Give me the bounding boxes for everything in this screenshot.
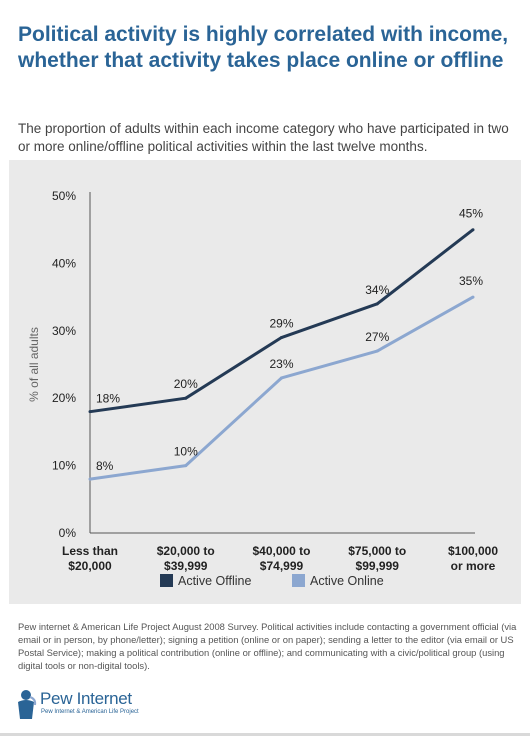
data-label: 35% <box>459 274 483 288</box>
data-point <box>280 376 283 380</box>
data-point <box>184 396 188 400</box>
y-tick-label: 0% <box>59 526 77 540</box>
x-tick-label: $40,000 to <box>252 544 310 558</box>
x-tick-label: Less than <box>62 544 118 558</box>
data-point <box>375 302 379 306</box>
data-label: 8% <box>96 459 114 473</box>
x-tick-label: $75,000 to <box>348 544 406 558</box>
source-note: Pew internet & American Life Project Aug… <box>18 621 517 671</box>
data-label: 34% <box>365 283 389 297</box>
data-point <box>471 295 475 299</box>
data-label: 23% <box>269 357 293 371</box>
data-label: 45% <box>459 207 483 221</box>
x-tick-label: $74,999 <box>260 559 304 573</box>
data-point <box>471 228 475 232</box>
x-tick-label: $39,999 <box>164 559 208 573</box>
pew-internet-logo: Pew Internet Pew Internet & American Lif… <box>16 689 236 723</box>
data-point <box>184 464 188 468</box>
y-tick-label: 40% <box>52 256 76 270</box>
y-axis-title: % of all adults <box>27 327 41 402</box>
legend-swatch-online <box>292 574 305 587</box>
data-label: 29% <box>269 317 293 331</box>
bottom-divider <box>0 733 530 736</box>
y-tick-label: 30% <box>52 324 76 338</box>
data-point <box>375 349 379 353</box>
chart-title: Political activity is highly correlated … <box>18 23 509 72</box>
legend-swatch-offline <box>160 574 173 587</box>
x-tick-label: $20,000 <box>68 559 112 573</box>
x-tick-label: $20,000 to <box>157 544 215 558</box>
x-tick-label: $99,999 <box>356 559 400 573</box>
chart-subtitle: The proportion of adults within each inc… <box>18 121 509 154</box>
y-tick-label: 10% <box>52 459 76 473</box>
logo-name: Pew Internet <box>40 689 132 708</box>
y-tick-label: 20% <box>52 391 76 405</box>
logo-tagline: Pew Internet & American Life Project <box>41 709 139 715</box>
data-label: 18% <box>96 392 120 406</box>
data-label: 20% <box>174 377 198 391</box>
x-tick-label: $100,000 <box>448 544 498 558</box>
data-point <box>280 336 283 340</box>
data-point <box>88 410 92 414</box>
pew-logo-icon <box>18 690 37 719</box>
x-tick-label: or more <box>451 559 496 573</box>
legend-label-offline: Active Offline <box>178 574 251 588</box>
chart-panel <box>9 160 521 604</box>
legend-label-online: Active Online <box>310 574 384 588</box>
data-label: 27% <box>365 330 389 344</box>
y-tick-label: 50% <box>52 189 76 203</box>
data-label: 10% <box>174 445 198 459</box>
data-point <box>88 477 92 481</box>
